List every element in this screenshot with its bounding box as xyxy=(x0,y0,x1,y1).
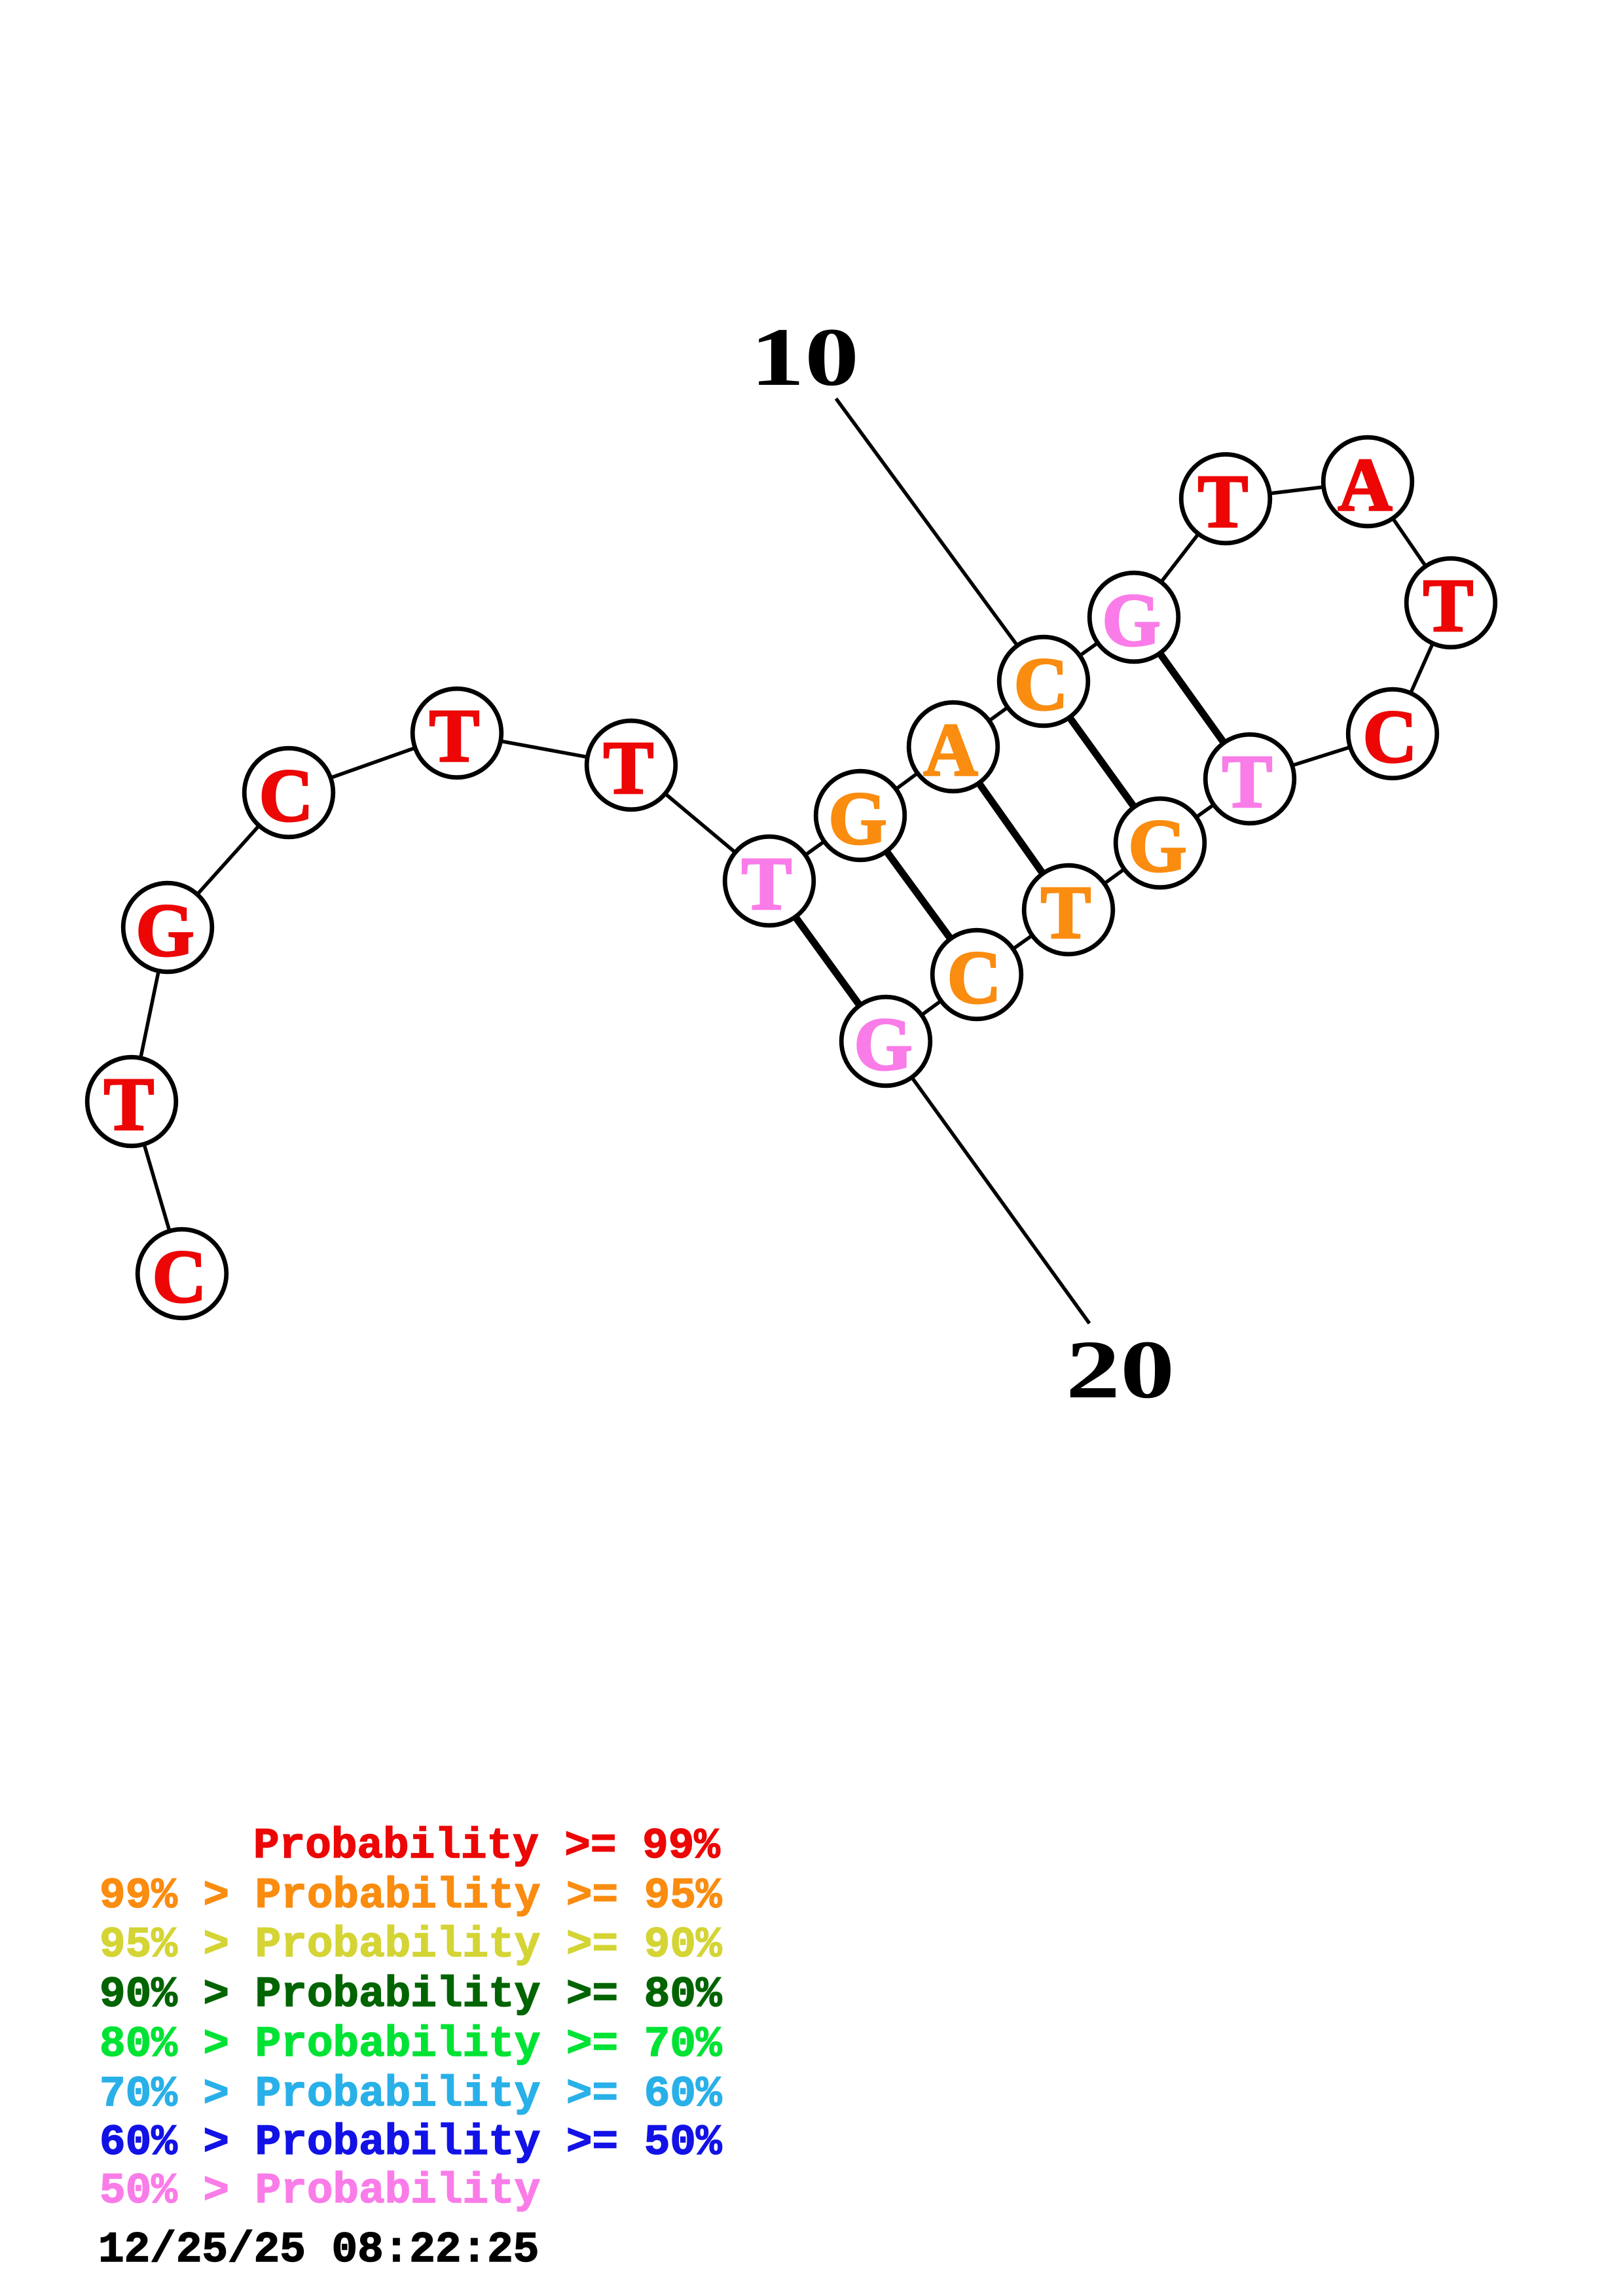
svg-text:G: G xyxy=(1128,804,1186,888)
svg-text:C: C xyxy=(259,754,313,837)
svg-text:T: T xyxy=(604,726,654,810)
svg-text:G: G xyxy=(854,1003,912,1086)
svg-text:70% > Probability >= 60%: 70% > Probability >= 60% xyxy=(100,2070,722,2119)
svg-text:T: T xyxy=(104,1063,155,1146)
svg-text:80% > Probability >= 70%: 80% > Probability >= 70% xyxy=(100,2020,722,2069)
svg-text:T: T xyxy=(1222,740,1273,823)
svg-text:A: A xyxy=(1338,443,1392,526)
svg-text:G: G xyxy=(828,777,886,860)
svg-text:12/25/25 08:22:25: 12/25/25 08:22:25 xyxy=(98,2225,539,2274)
svg-text:G: G xyxy=(1102,579,1160,662)
svg-text:99% > Probability >= 95%: 99% > Probability >= 95% xyxy=(100,1871,722,1920)
svg-text:T: T xyxy=(1041,871,1091,954)
svg-text:60% > Probability >= 50%: 60% > Probability >= 50% xyxy=(100,2118,722,2167)
svg-text:10: 10 xyxy=(750,312,859,404)
svg-text:C: C xyxy=(1362,695,1417,778)
svg-text:90% > Probability >= 80%: 90% > Probability >= 80% xyxy=(100,1970,722,2019)
svg-text:20: 20 xyxy=(1066,1324,1175,1416)
svg-text:A: A xyxy=(923,708,977,791)
svg-text:T: T xyxy=(1198,460,1249,543)
svg-text:C: C xyxy=(947,936,1001,1019)
svg-text:T: T xyxy=(742,842,792,925)
svg-text:C: C xyxy=(152,1235,206,1318)
svg-text:C: C xyxy=(1013,643,1068,726)
svg-text:95% > Probability >= 90%: 95% > Probability >= 90% xyxy=(100,1920,722,1969)
svg-text:G: G xyxy=(136,889,194,972)
svg-text:T: T xyxy=(1423,564,1474,647)
svg-text:Probability >= 99%: Probability >= 99% xyxy=(253,1821,720,1871)
svg-text:T: T xyxy=(429,694,480,778)
svg-text:50% > Probability: 50% > Probability xyxy=(100,2166,540,2215)
